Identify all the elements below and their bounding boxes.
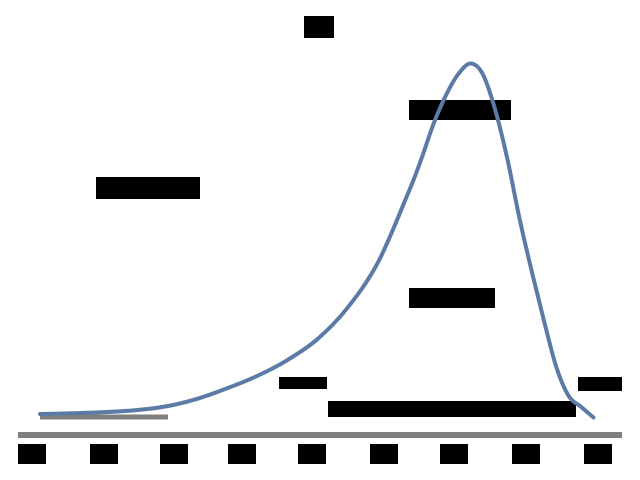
x-tick-label-8 xyxy=(512,444,540,464)
x-tick-labels xyxy=(18,444,612,464)
x-tick-label-1 xyxy=(18,444,46,464)
redacted-labels xyxy=(96,16,622,417)
x-tick-label-2 xyxy=(90,444,118,464)
x-tick-label-9 xyxy=(584,444,612,464)
redacted-annotation-peak xyxy=(409,100,511,120)
series-line xyxy=(38,61,596,420)
redacted-annotation-low xyxy=(279,377,327,389)
redacted-title xyxy=(304,16,334,38)
x-tick-label-7 xyxy=(440,444,468,464)
redacted-annotation-bottom xyxy=(328,401,576,417)
x-tick-label-4 xyxy=(228,444,256,464)
x-tick-label-5 xyxy=(298,444,326,464)
redacted-annotation-right xyxy=(578,377,622,391)
redacted-annotation-mid xyxy=(409,288,495,308)
redacted-annotation-left xyxy=(96,177,200,199)
x-tick-label-6 xyxy=(370,444,398,464)
x-tick-label-3 xyxy=(160,444,188,464)
